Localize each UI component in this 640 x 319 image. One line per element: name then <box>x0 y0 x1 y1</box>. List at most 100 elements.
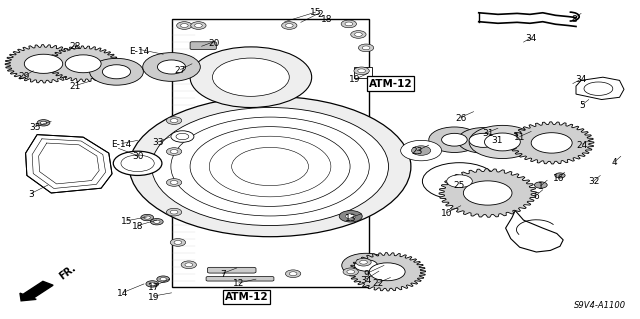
Circle shape <box>121 155 154 172</box>
Circle shape <box>358 44 374 52</box>
FancyBboxPatch shape <box>207 267 256 273</box>
Circle shape <box>346 214 356 219</box>
Circle shape <box>341 20 356 28</box>
Polygon shape <box>509 122 594 164</box>
Text: ATM-12: ATM-12 <box>225 292 268 302</box>
Circle shape <box>195 24 202 27</box>
Text: 13: 13 <box>345 214 356 223</box>
FancyBboxPatch shape <box>190 42 216 49</box>
Text: ATM-12: ATM-12 <box>369 78 412 89</box>
Polygon shape <box>439 169 536 217</box>
Circle shape <box>209 136 331 197</box>
Circle shape <box>170 150 178 153</box>
Text: 23: 23 <box>412 147 423 156</box>
Circle shape <box>362 46 370 50</box>
Text: 15: 15 <box>121 217 132 226</box>
Text: 32: 32 <box>588 177 600 186</box>
Circle shape <box>157 60 186 74</box>
FancyArrow shape <box>20 281 53 301</box>
Circle shape <box>170 119 178 122</box>
Circle shape <box>469 133 497 147</box>
Circle shape <box>191 22 206 29</box>
Circle shape <box>232 147 308 186</box>
Text: 12: 12 <box>233 279 244 288</box>
Text: 14: 14 <box>117 289 129 298</box>
Circle shape <box>531 133 572 153</box>
Text: 4: 4 <box>612 158 617 167</box>
Circle shape <box>282 22 297 29</box>
Circle shape <box>177 22 192 29</box>
Text: 29: 29 <box>19 72 30 81</box>
Circle shape <box>447 175 472 188</box>
Circle shape <box>401 140 442 161</box>
Text: 16: 16 <box>553 174 564 183</box>
Polygon shape <box>506 211 563 252</box>
Circle shape <box>343 268 358 276</box>
Text: 18: 18 <box>321 15 332 24</box>
Text: 7: 7 <box>220 270 225 279</box>
Circle shape <box>143 53 200 81</box>
Text: 10: 10 <box>441 209 452 218</box>
Circle shape <box>458 128 509 153</box>
Polygon shape <box>47 46 119 82</box>
Circle shape <box>185 263 193 267</box>
Circle shape <box>40 121 47 124</box>
Circle shape <box>181 261 196 269</box>
Circle shape <box>484 133 520 151</box>
Text: E-14: E-14 <box>129 47 150 56</box>
Circle shape <box>166 117 182 124</box>
Text: 35: 35 <box>29 123 41 132</box>
Circle shape <box>289 272 297 276</box>
Text: S9V4-A1100: S9V4-A1100 <box>574 301 626 310</box>
Circle shape <box>170 210 178 214</box>
Circle shape <box>176 133 189 140</box>
Circle shape <box>285 270 301 278</box>
Circle shape <box>190 47 312 108</box>
Circle shape <box>166 208 182 216</box>
Circle shape <box>65 55 101 73</box>
Circle shape <box>171 117 369 216</box>
Circle shape <box>157 276 170 282</box>
Circle shape <box>146 281 159 287</box>
Circle shape <box>90 58 143 85</box>
Circle shape <box>351 31 366 38</box>
Polygon shape <box>26 135 112 193</box>
Circle shape <box>412 146 431 155</box>
Polygon shape <box>576 77 624 100</box>
Circle shape <box>166 179 182 186</box>
Circle shape <box>144 216 150 219</box>
Polygon shape <box>349 253 426 291</box>
Circle shape <box>534 182 547 188</box>
Circle shape <box>37 120 50 126</box>
Circle shape <box>342 253 390 278</box>
Circle shape <box>174 241 182 244</box>
Circle shape <box>356 258 371 266</box>
FancyBboxPatch shape <box>172 19 369 287</box>
Text: 20: 20 <box>209 39 220 48</box>
Circle shape <box>339 211 362 222</box>
Text: 9: 9 <box>364 270 369 279</box>
Text: 19: 19 <box>148 293 159 302</box>
Circle shape <box>170 181 178 184</box>
Circle shape <box>102 65 131 79</box>
Circle shape <box>212 58 289 96</box>
Circle shape <box>442 133 467 146</box>
Text: 30: 30 <box>132 152 143 161</box>
Text: 6: 6 <box>534 192 539 201</box>
Circle shape <box>360 260 367 264</box>
Circle shape <box>355 260 378 271</box>
Circle shape <box>171 131 194 142</box>
Text: 34: 34 <box>360 276 372 285</box>
Circle shape <box>129 96 411 237</box>
Circle shape <box>285 24 293 27</box>
Text: 25: 25 <box>454 181 465 189</box>
Circle shape <box>149 282 156 286</box>
Circle shape <box>152 108 388 226</box>
Text: 24: 24 <box>577 141 588 150</box>
Circle shape <box>347 270 355 274</box>
Circle shape <box>429 127 480 152</box>
FancyBboxPatch shape <box>354 67 372 78</box>
Text: 1: 1 <box>538 182 543 191</box>
Text: 21: 21 <box>70 82 81 91</box>
Text: 22: 22 <box>372 279 383 288</box>
